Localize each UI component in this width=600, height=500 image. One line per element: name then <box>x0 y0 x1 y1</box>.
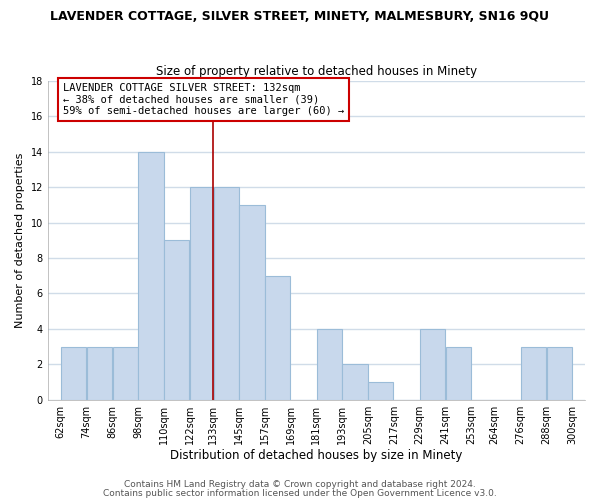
Bar <box>547 346 572 400</box>
X-axis label: Distribution of detached houses by size in Minety: Distribution of detached houses by size … <box>170 450 463 462</box>
Text: LAVENDER COTTAGE, SILVER STREET, MINETY, MALMESBURY, SN16 9QU: LAVENDER COTTAGE, SILVER STREET, MINETY,… <box>50 10 550 23</box>
Bar <box>420 329 445 400</box>
Text: LAVENDER COTTAGE SILVER STREET: 132sqm
← 38% of detached houses are smaller (39): LAVENDER COTTAGE SILVER STREET: 132sqm ←… <box>63 83 344 116</box>
Bar <box>190 188 213 400</box>
Bar <box>521 346 546 400</box>
Text: Contains HM Land Registry data © Crown copyright and database right 2024.: Contains HM Land Registry data © Crown c… <box>124 480 476 489</box>
Bar <box>214 188 239 400</box>
Title: Size of property relative to detached houses in Minety: Size of property relative to detached ho… <box>156 66 477 78</box>
Bar <box>368 382 394 400</box>
Bar <box>113 346 138 400</box>
Bar <box>239 205 265 400</box>
Bar <box>139 152 164 400</box>
Text: Contains public sector information licensed under the Open Government Licence v3: Contains public sector information licen… <box>103 488 497 498</box>
Y-axis label: Number of detached properties: Number of detached properties <box>15 152 25 328</box>
Bar <box>61 346 86 400</box>
Bar <box>164 240 190 400</box>
Bar <box>317 329 342 400</box>
Bar <box>87 346 112 400</box>
Bar <box>343 364 368 400</box>
Bar <box>265 276 290 400</box>
Bar <box>446 346 471 400</box>
